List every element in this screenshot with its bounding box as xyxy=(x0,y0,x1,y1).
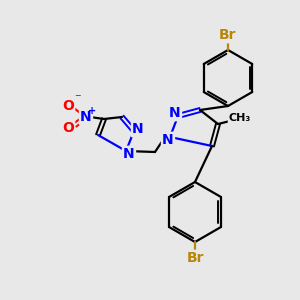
Text: N: N xyxy=(169,106,181,120)
Text: O: O xyxy=(62,121,74,135)
Text: N: N xyxy=(132,122,144,136)
Text: ⁻: ⁻ xyxy=(74,92,80,106)
Text: +: + xyxy=(88,106,96,116)
Text: N: N xyxy=(80,110,92,124)
Text: Br: Br xyxy=(219,28,237,42)
Text: N: N xyxy=(162,133,174,147)
Text: CH₃: CH₃ xyxy=(229,113,251,123)
Text: O: O xyxy=(62,99,74,113)
Text: N: N xyxy=(123,147,135,161)
Text: Br: Br xyxy=(186,251,204,265)
